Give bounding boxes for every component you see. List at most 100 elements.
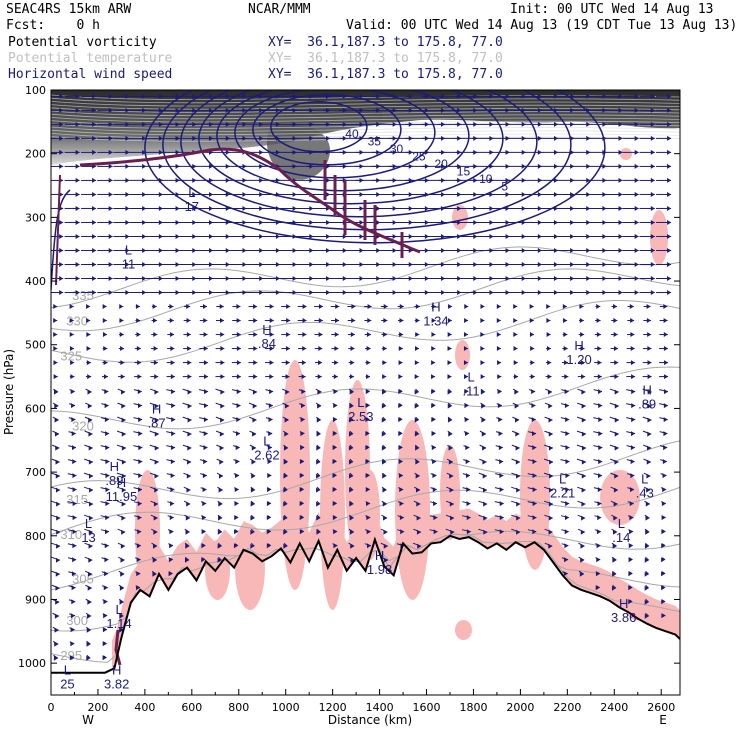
wind-vector (512, 388, 519, 395)
wind-vector-shaft (283, 528, 288, 533)
wind-vector (64, 177, 80, 183)
wind-vector (248, 374, 258, 380)
wind-vector-head (136, 332, 141, 338)
wind-vector (414, 360, 419, 366)
wind-vector-head (251, 445, 256, 451)
wind-vector (97, 163, 113, 169)
pv-contour-surface (114, 629, 122, 666)
wind-vector-head (482, 473, 487, 479)
wind-vector-head (570, 276, 575, 282)
wind-vector (381, 514, 388, 521)
wind-vector-head (586, 247, 591, 253)
wind-vector (64, 205, 80, 211)
wind-vector-head (70, 641, 75, 647)
wind-vector (594, 360, 602, 366)
wind-vector (611, 304, 618, 310)
wind-vector-head (121, 417, 126, 423)
wind-vector (349, 402, 354, 409)
wind-vector (316, 500, 321, 507)
wind-vector (527, 459, 537, 465)
wind-vector (627, 487, 635, 493)
wind-vector (348, 458, 354, 465)
wind-vector-head (88, 571, 93, 577)
wind-vector-head (203, 459, 208, 465)
wind-vector (522, 233, 542, 239)
wind-vector-head (75, 135, 80, 141)
wind-vector (134, 346, 141, 352)
wind-vector-head (121, 459, 126, 465)
terrain-line (51, 534, 680, 674)
theta-strat-contour (51, 117, 680, 123)
wind-vector (560, 473, 570, 479)
wind-vector (415, 346, 420, 352)
wind-vector-head (598, 431, 603, 437)
theta-contour-305 (51, 530, 680, 591)
wind-vector (233, 459, 240, 465)
wind-vector (572, 121, 591, 127)
wind-vector (659, 374, 669, 380)
wind-vector-head (217, 543, 222, 549)
wind-vector-head (634, 191, 639, 197)
wind-vector (659, 431, 668, 437)
wind-vector-head (667, 107, 672, 113)
wind-vector (626, 403, 636, 409)
wind-vector-head (645, 529, 650, 535)
wind-vector-head (120, 571, 125, 577)
wind-vector-head (88, 557, 93, 563)
wind-vector-head (570, 261, 575, 267)
wind-vector (463, 445, 470, 451)
wind-vector-head (158, 247, 163, 253)
wind-vector-head (175, 177, 180, 183)
wind-vector (69, 304, 74, 310)
wind-vector (97, 121, 113, 127)
wind-vector-head (219, 445, 224, 451)
wind-vector-head (92, 93, 97, 99)
wind-vector-head (570, 191, 575, 197)
wind-vector (522, 149, 542, 155)
wind-vector (150, 514, 158, 521)
wind-vector-head (217, 557, 222, 563)
wind-vector-shaft (103, 655, 107, 659)
wind-vector (316, 458, 321, 465)
wind-vector (414, 472, 420, 479)
wind-vector-shaft (349, 444, 354, 449)
wind-vector-head (630, 346, 635, 352)
wind-vector-head (154, 459, 159, 465)
wind-vector-head (667, 233, 672, 239)
wind-vector-head (69, 304, 74, 310)
wind-vector-head (316, 529, 321, 535)
wind-vector (589, 233, 607, 239)
wind-vector (626, 360, 635, 366)
wind-vector (462, 487, 471, 493)
wind-vector-head (92, 135, 97, 141)
wind-vector-head (570, 205, 575, 211)
wind-vector (656, 177, 672, 183)
wind-vector (231, 374, 241, 380)
wind-vector-head (618, 121, 623, 127)
wind-vector (316, 416, 322, 423)
wind-vector (414, 304, 420, 310)
wind-vector-head (529, 318, 534, 324)
wind-vector-head (152, 304, 157, 310)
wind-vector (478, 472, 487, 479)
wind-vector (161, 135, 180, 141)
wind-vector-head (602, 163, 607, 169)
wind-vector-head (466, 529, 471, 535)
wind-vector (199, 459, 208, 465)
wind-vector-head (634, 149, 639, 155)
wind-vector (572, 290, 591, 296)
wind-vector-head (59, 163, 64, 169)
wind-vector (610, 486, 619, 493)
theta-strat-contour (51, 101, 680, 107)
wind-vector-head (464, 403, 469, 409)
wind-vector (129, 177, 147, 183)
wind-vector-head (498, 431, 503, 437)
wind-vector-head (532, 515, 537, 521)
wind-vector-head (661, 557, 666, 563)
wind-vector-head (480, 318, 485, 324)
wind-vector-head (433, 515, 438, 521)
wind-vector (117, 542, 126, 549)
wind-vector (81, 135, 97, 141)
wind-vector (184, 528, 190, 535)
wind-vector (626, 346, 635, 352)
